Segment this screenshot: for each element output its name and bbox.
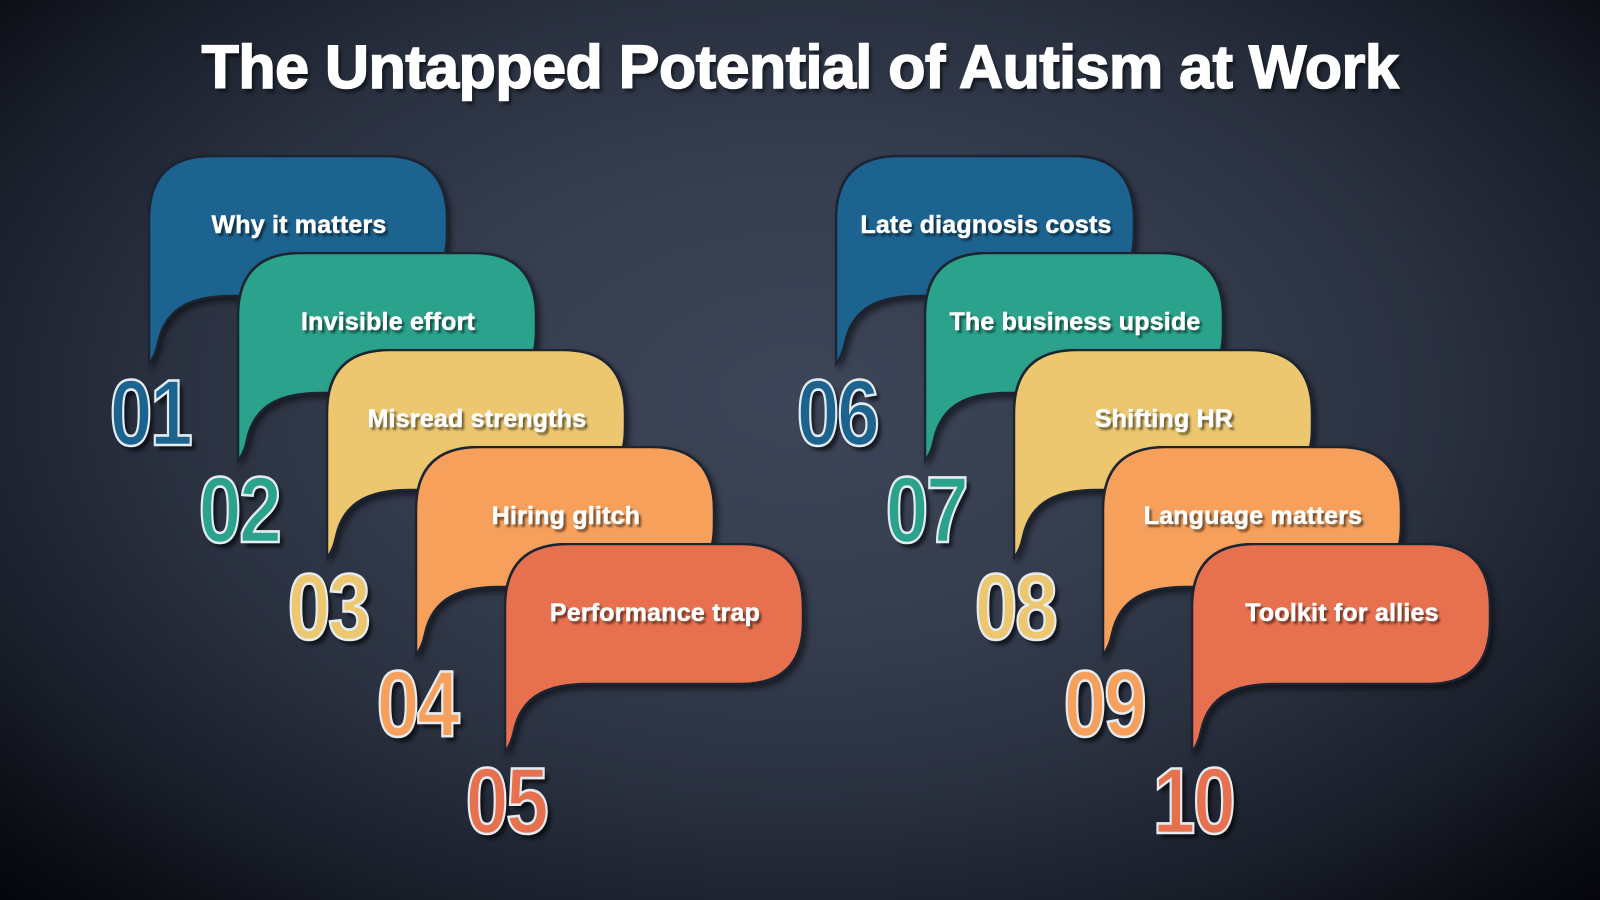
speech-bubble-shape xyxy=(504,543,805,755)
bubble-label: Shifting HR xyxy=(1094,405,1234,434)
step-number: 03 xyxy=(287,554,372,659)
step-number: 04 xyxy=(376,651,461,756)
step-number: 02 xyxy=(198,457,283,562)
bubble-label: Toolkit for allies xyxy=(1245,599,1439,628)
step-number: 06 xyxy=(796,360,881,465)
step-number: 05 xyxy=(465,748,550,853)
bubble-group-05: Performance trap 05 xyxy=(465,543,806,849)
step-number: 10 xyxy=(1152,748,1237,853)
bubble-label: Invisible effort xyxy=(300,308,476,337)
step-number: 08 xyxy=(974,554,1059,659)
speech-bubble-shape xyxy=(1191,543,1492,755)
page-title: The Untapped Potential of Autism at Work xyxy=(201,32,1400,102)
step-number: 09 xyxy=(1063,651,1148,756)
bubble-group-10: Toolkit for allies 10 xyxy=(1152,543,1493,849)
step-number: 07 xyxy=(885,457,970,562)
bubble-label: Performance trap xyxy=(549,599,761,628)
bubble-label: Why it matters xyxy=(211,211,387,240)
bubble-label: The business upside xyxy=(949,308,1201,337)
bubble-label: Language matters xyxy=(1143,502,1363,531)
step-number: 01 xyxy=(109,360,194,465)
bubble-label: Late diagnosis costs xyxy=(860,211,1112,240)
bubble-label: Misread strengths xyxy=(367,405,587,434)
bubble-label: Hiring glitch xyxy=(491,502,641,531)
